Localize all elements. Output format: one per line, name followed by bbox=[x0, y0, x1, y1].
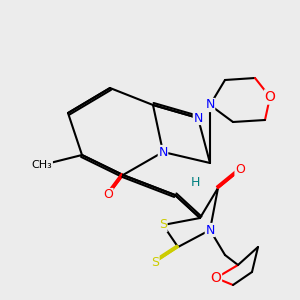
Text: N: N bbox=[193, 112, 203, 124]
Text: O: O bbox=[103, 188, 113, 202]
Text: S: S bbox=[151, 256, 159, 268]
Text: O: O bbox=[211, 271, 221, 285]
Text: H: H bbox=[190, 176, 200, 188]
Text: O: O bbox=[265, 90, 275, 104]
Text: N: N bbox=[205, 98, 215, 112]
Text: CH₃: CH₃ bbox=[32, 160, 52, 170]
Text: N: N bbox=[205, 224, 215, 236]
Text: S: S bbox=[159, 218, 167, 232]
Text: N: N bbox=[158, 146, 168, 158]
Text: O: O bbox=[235, 164, 245, 176]
